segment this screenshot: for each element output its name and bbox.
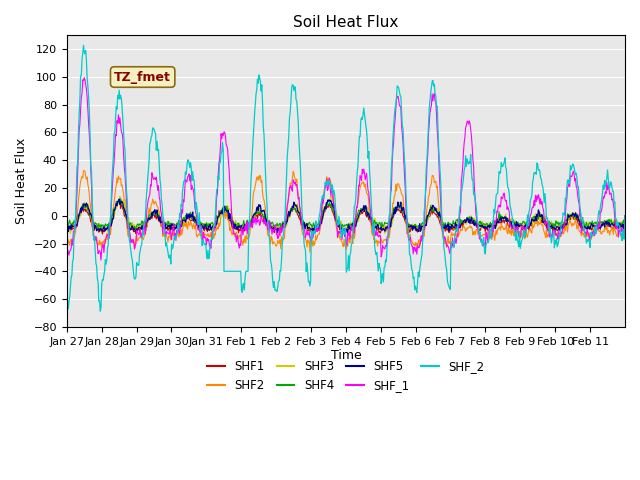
SHF_1 <box>232 239 240 245</box>
SHF3 <box>129 219 136 225</box>
SHF_2 <box>260 132 268 138</box>
SHF2 <box>259 196 267 202</box>
SHF_1 <box>130 240 138 245</box>
SHF_2 <box>63 298 70 303</box>
SHF1 <box>259 212 267 218</box>
SHF_1 <box>260 221 268 227</box>
SHF5 <box>63 226 70 232</box>
SHF3 <box>405 225 413 231</box>
SHF4 <box>436 213 444 218</box>
SHF4 <box>260 214 268 220</box>
SHF1 <box>436 221 444 227</box>
SHF3 <box>327 193 335 199</box>
SHF5 <box>405 224 413 229</box>
SHF5 <box>115 196 123 202</box>
SHF1 <box>129 226 137 231</box>
SHF2 <box>436 214 444 220</box>
Line: SHF2: SHF2 <box>67 171 625 252</box>
Text: TZ_fmet: TZ_fmet <box>114 71 171 84</box>
SHF_2 <box>232 268 240 274</box>
SHF3 <box>621 213 629 219</box>
SHF_2 <box>281 211 289 216</box>
Legend: SHF1, SHF2, SHF3, SHF4, SHF5, SHF_1, SHF_2: SHF1, SHF2, SHF3, SHF4, SHF5, SHF_1, SHF… <box>203 355 489 396</box>
SHF_1 <box>281 223 289 229</box>
SHF4 <box>281 218 289 224</box>
SHF_1 <box>81 75 88 81</box>
SHF2 <box>621 213 629 219</box>
SHF4 <box>131 226 139 232</box>
SHF2 <box>129 240 137 246</box>
SHF_1 <box>97 257 105 263</box>
SHF_1 <box>63 252 70 258</box>
SHF_1 <box>405 237 413 243</box>
SHF4 <box>116 196 124 202</box>
SHF1 <box>405 226 413 231</box>
SHF5 <box>308 231 316 237</box>
Y-axis label: Soil Heat Flux: Soil Heat Flux <box>15 138 28 224</box>
SHF2 <box>306 249 314 255</box>
SHF5 <box>129 225 137 231</box>
SHF_2 <box>436 170 444 176</box>
Title: Soil Heat Flux: Soil Heat Flux <box>293 15 399 30</box>
X-axis label: Time: Time <box>330 349 361 362</box>
SHF3 <box>63 226 70 231</box>
SHF2 <box>79 168 87 174</box>
SHF5 <box>436 213 444 218</box>
SHF_1 <box>621 213 629 219</box>
SHF3 <box>259 212 266 217</box>
SHF3 <box>231 223 239 229</box>
SHF4 <box>621 213 629 219</box>
SHF5 <box>621 213 629 219</box>
SHF3 <box>436 212 444 217</box>
Line: SHF5: SHF5 <box>67 199 625 234</box>
SHF3 <box>280 221 287 227</box>
SHF_2 <box>405 234 413 240</box>
SHF_2 <box>130 272 138 278</box>
SHF3 <box>381 230 388 236</box>
SHF_2 <box>621 213 629 219</box>
SHF2 <box>63 237 70 243</box>
Line: SHF3: SHF3 <box>67 196 625 233</box>
SHF1 <box>280 223 288 229</box>
SHF5 <box>280 223 288 229</box>
SHF_2 <box>79 42 87 48</box>
SHF1 <box>232 226 239 231</box>
SHF_1 <box>436 187 444 193</box>
SHF1 <box>341 231 349 237</box>
SHF5 <box>259 208 267 214</box>
SHF5 <box>232 223 239 229</box>
Line: SHF1: SHF1 <box>67 201 625 234</box>
SHF1 <box>63 227 70 232</box>
SHF4 <box>63 225 70 230</box>
SHF4 <box>232 222 240 228</box>
SHF1 <box>115 198 122 204</box>
Line: SHF_1: SHF_1 <box>67 78 625 260</box>
SHF_2 <box>97 308 104 314</box>
SHF2 <box>280 235 288 241</box>
SHF1 <box>621 213 629 219</box>
SHF2 <box>405 235 413 241</box>
SHF4 <box>129 226 137 231</box>
Line: SHF4: SHF4 <box>67 199 625 229</box>
Line: SHF_2: SHF_2 <box>67 45 625 311</box>
SHF2 <box>232 231 239 237</box>
SHF4 <box>405 222 413 228</box>
